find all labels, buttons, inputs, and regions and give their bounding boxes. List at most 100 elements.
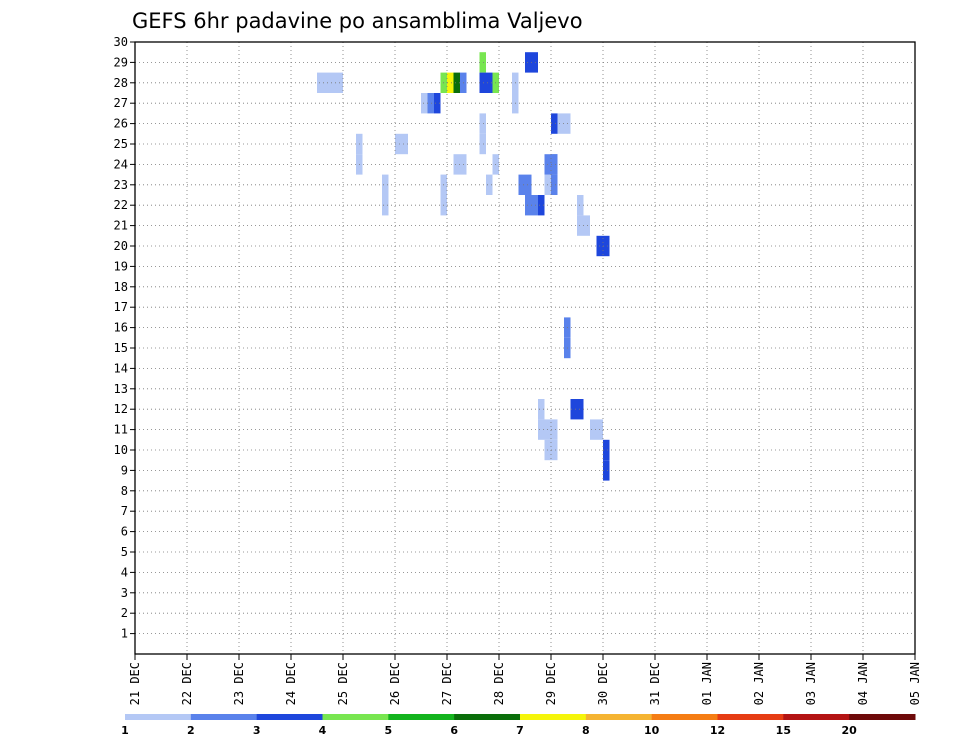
y-tick-label: 3 [121, 586, 128, 600]
y-tick-label: 23 [114, 178, 128, 192]
cell-11 [531, 195, 538, 216]
cell-5 [479, 133, 486, 155]
cell-48 [583, 215, 590, 236]
x-tick-label: 05 JAN [908, 662, 922, 705]
y-tick-label: 9 [121, 463, 128, 477]
y-tick-label: 11 [114, 423, 128, 437]
x-tick-label: 25 DEC [336, 662, 350, 705]
y-tick-label: 26 [114, 117, 128, 131]
cell-54 [538, 419, 545, 440]
x-tick-label: 21 DEC [128, 662, 142, 705]
x-tick-label: 28 DEC [492, 662, 506, 705]
y-tick-label: 27 [114, 96, 128, 110]
x-tick-label: 03 JAN [804, 662, 818, 705]
y-tick-label: 24 [114, 157, 128, 171]
x-axis-ticks: 21 DEC 22 DEC 23 DEC 24 DEC 25 DEC 26 DEC 27 D… [128, 654, 922, 705]
cell-4 [479, 113, 486, 134]
cell-7 [551, 174, 558, 195]
x-tick-label: 30 DEC [596, 662, 610, 705]
cell-60 [577, 399, 584, 420]
colorbar-swatch-4 [388, 714, 455, 720]
cell-9 [525, 174, 532, 195]
y-tick-label: 15 [114, 341, 128, 355]
x-tick-label: 31 DEC [648, 662, 662, 705]
colorbar-swatch-11 [849, 714, 916, 720]
colorbar-swatch-7 [585, 714, 653, 720]
y-axis-ticks: 1234567891011121314151617181920212223242… [114, 35, 135, 641]
cell-1 [525, 52, 532, 73]
cell-56 [551, 419, 558, 440]
colorbar-label: 10 [644, 724, 660, 737]
cell-12 [538, 195, 545, 216]
y-tick-label: 5 [121, 545, 128, 559]
x-tick-label: 04 JAN [856, 662, 870, 705]
cell-41 [551, 154, 558, 175]
cell-43 [382, 195, 389, 216]
colorbar-swatch-6 [520, 714, 587, 720]
x-tick-label: 29 DEC [544, 662, 558, 705]
colorbar-label: 12 [710, 724, 725, 737]
cell-34 [557, 113, 564, 134]
x-tick-label: 24 DEC [284, 662, 298, 705]
colorbar-swatch-10 [783, 714, 850, 720]
cell-20 [486, 72, 493, 93]
y-tick-label: 2 [121, 606, 128, 620]
cell-46 [577, 195, 584, 216]
colorbar-swatch-5 [454, 714, 521, 720]
cell-14 [486, 174, 493, 195]
y-tick-label: 18 [114, 280, 128, 294]
cell-39 [401, 133, 408, 155]
grid-layer [135, 41, 916, 654]
colorbar-label: 8 [582, 724, 590, 737]
cell-16 [453, 154, 460, 175]
cell-22 [317, 72, 324, 93]
colorbar-label: 15 [776, 724, 791, 737]
colorbar-label: 1 [121, 724, 129, 737]
chart-title: GEFS 6hr padavine po ansamblima Valjevo [132, 9, 583, 33]
y-tick-label: 19 [114, 259, 128, 273]
cell-8 [518, 174, 525, 195]
cell-53 [538, 399, 545, 420]
cell-32 [421, 93, 428, 114]
colorbar-label: 6 [450, 724, 458, 737]
cell-50 [603, 235, 610, 257]
cell-38 [395, 133, 402, 155]
y-tick-label: 12 [114, 402, 128, 416]
colorbar-label: 3 [253, 724, 261, 737]
colorbar-label: 4 [319, 724, 327, 737]
y-tick-label: 1 [121, 627, 128, 641]
y-tick-label: 16 [114, 321, 128, 335]
colorbar-swatch-9 [717, 714, 784, 720]
x-tick-label: 22 DEC [180, 662, 194, 705]
cell-64 [603, 460, 610, 481]
cell-31 [427, 93, 434, 114]
cell-18 [479, 52, 486, 73]
y-tick-label: 7 [121, 504, 128, 518]
cell-27 [447, 72, 454, 93]
y-tick-label: 30 [114, 35, 128, 49]
cell-42 [382, 174, 389, 195]
y-tick-label: 21 [114, 219, 128, 233]
cell-33 [551, 113, 558, 134]
cell-61 [590, 419, 597, 440]
colorbar-swatch-0 [125, 714, 192, 720]
colorbar-label: 2 [187, 724, 195, 737]
colorbar-swatch-8 [651, 714, 718, 720]
cell-24 [330, 72, 337, 93]
cell-28 [453, 72, 460, 93]
y-tick-label: 6 [121, 525, 128, 539]
y-tick-label: 25 [114, 137, 128, 151]
y-tick-label: 20 [114, 239, 128, 253]
colorbar: 1 2 3 4 5 6 7 8 10 12 15 20 [121, 714, 916, 737]
y-tick-label: 14 [114, 361, 128, 375]
cell-47 [577, 215, 584, 236]
colorbar-label: 20 [842, 724, 858, 737]
cell-30 [434, 93, 441, 114]
y-tick-label: 22 [114, 198, 128, 212]
x-tick-label: 27 DEC [440, 662, 454, 705]
y-tick-label: 17 [114, 300, 128, 314]
y-tick-label: 29 [114, 55, 128, 69]
x-tick-label: 02 JAN [752, 662, 766, 705]
y-tick-label: 13 [114, 382, 128, 396]
